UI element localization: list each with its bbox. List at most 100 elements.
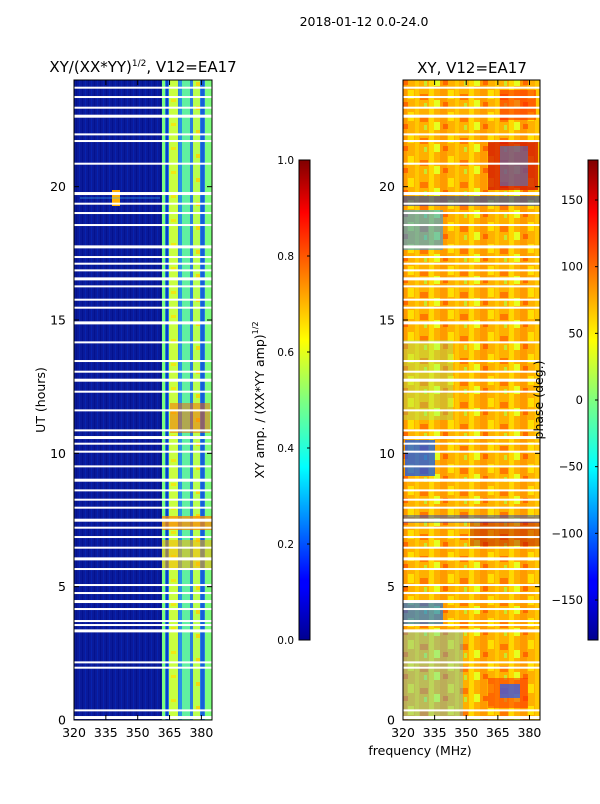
- phase-flag-row: [403, 450, 540, 453]
- amplitude-flag-row: [74, 620, 212, 623]
- phase-flag-row: [403, 557, 540, 561]
- phase-region: [403, 600, 443, 624]
- amplitude-x-tick-label: 350: [126, 725, 150, 740]
- amplitude-flag-row: [74, 245, 212, 249]
- amplitude-flag-row: [74, 285, 212, 288]
- amplitude-colorbar-tick-label: 0.0: [277, 635, 294, 647]
- amplitude-flag-row: [74, 224, 212, 227]
- phase-region: [403, 630, 463, 720]
- amplitude-colorbar-tick-label: 0.8: [277, 251, 294, 263]
- amplitude-flag-row: [74, 96, 212, 99]
- phase-flag-row: [403, 584, 540, 587]
- amplitude-flag-row: [74, 666, 212, 669]
- phase-flag-row: [403, 96, 540, 99]
- phase-x-tick-label: 350: [454, 725, 478, 740]
- amplitude-y-tick-label: 20: [50, 179, 66, 194]
- phase-flag-row: [403, 546, 540, 549]
- phase-flag-row: [403, 442, 540, 445]
- phase-region: [488, 140, 538, 190]
- amplitude-x-tick-label: 380: [189, 725, 213, 740]
- amplitude-y-tick-label: 15: [50, 313, 66, 328]
- phase-flag-row: [403, 489, 540, 492]
- amplitude-flag-row: [74, 568, 212, 571]
- amplitude-panel-title: XY/(XX*YY)1/2, V12=EA17: [49, 58, 236, 76]
- phase-flag-row: [403, 378, 540, 382]
- amplitude-flag-row: [74, 133, 212, 136]
- amplitude-flag-row: [74, 661, 212, 664]
- amplitude-flag-row: [74, 370, 212, 373]
- phase-flag-row: [403, 269, 540, 272]
- phase-x-ticks: 320 335 350 365 380: [391, 80, 541, 740]
- phase-panel: XY, V12=EA17 320 335 350 365 380 0 5 10 15 20: [379, 59, 541, 740]
- phase-flag-row: [403, 133, 540, 136]
- amplitude-flag-row: [74, 600, 212, 604]
- phase-flag-row: [403, 608, 540, 611]
- phase-y-tick-label: 15: [379, 313, 395, 328]
- phase-flag-row: [403, 285, 540, 288]
- phase-colorbar-label: phase (deg.): [531, 361, 546, 440]
- amplitude-flag-row: [74, 498, 212, 501]
- phase-flag-row: [403, 256, 540, 259]
- phase-flag-row: [403, 629, 540, 633]
- phase-flag-row: [403, 212, 540, 215]
- phase-region: [500, 684, 520, 698]
- amplitude-flag-row: [74, 162, 212, 165]
- phase-flag-row: [403, 360, 540, 363]
- amplitude-flag-row: [74, 306, 212, 309]
- phase-region: [500, 146, 528, 186]
- amplitude-flag-row: [74, 629, 212, 633]
- phase-flag-row: [403, 192, 540, 196]
- phase-flag-row: [403, 498, 540, 501]
- amplitude-flag-row: [74, 114, 212, 118]
- amplitude-colorbar: 0.0 0.2 0.4 0.6 0.8 1.0 XY amp. / (XX*YY amp)…: [251, 155, 311, 647]
- amplitude-flag-row: [74, 378, 212, 382]
- amplitude-flag-rows: [74, 86, 212, 720]
- amplitude-flag-row: [74, 212, 212, 215]
- phase-flag-row: [403, 526, 540, 529]
- amplitude-x-tick-label: 320: [62, 725, 86, 740]
- amplitude-flag-row: [74, 536, 212, 539]
- phase-flag-row: [403, 341, 540, 344]
- amplitude-flag-row: [74, 262, 212, 265]
- amplitude-flag-row: [74, 106, 212, 109]
- amplitude-flag-row: [74, 409, 212, 412]
- amplitude-flag-row: [74, 277, 212, 281]
- amplitude-hotspot: [170, 403, 210, 433]
- amplitude-panel: XY/(XX*YY)1/2, V12=EA17 320 335 350 365 380 …: [33, 58, 237, 740]
- amplitude-flag-row: [74, 256, 212, 259]
- amplitude-flag-row: [74, 269, 212, 272]
- phase-flag-row: [403, 390, 540, 393]
- phase-colorbar-tick-label: 0: [576, 393, 583, 407]
- phase-x-tick-label: 365: [486, 725, 510, 740]
- phase-region: [470, 520, 540, 546]
- amplitude-flag-row: [74, 202, 212, 205]
- amplitude-flag-row: [74, 489, 212, 492]
- phase-region: [405, 440, 435, 476]
- amplitude-x-tick-label: 365: [158, 725, 182, 740]
- amplitude-flag-row: [74, 716, 212, 720]
- phase-flag-row: [403, 436, 540, 440]
- phase-colorbar-tick-label: 150: [561, 193, 583, 207]
- amplitude-flag-row: [74, 341, 212, 344]
- phase-flag-row: [403, 224, 540, 227]
- phase-flag-row: [403, 620, 540, 623]
- amplitude-flag-row: [74, 192, 212, 196]
- phase-flag-row: [403, 370, 540, 373]
- amplitude-flag-row: [74, 709, 212, 712]
- phase-flag-row: [403, 518, 540, 522]
- amplitude-flag-row: [74, 518, 212, 522]
- x-axis-label: frequency (MHz): [368, 743, 471, 758]
- amplitude-flag-row: [74, 450, 212, 453]
- amplitude-flag-row: [74, 298, 212, 301]
- phase-flag-row: [403, 86, 540, 89]
- amplitude-flag-row: [74, 360, 212, 363]
- phase-flag-row: [403, 465, 540, 468]
- phase-flag-row: [403, 592, 540, 595]
- phase-y-ticks: 0 5 10 15 20: [379, 179, 540, 728]
- amplitude-flag-row: [74, 624, 212, 627]
- phase-flag-row: [403, 536, 540, 539]
- amplitude-flag-row: [74, 442, 212, 445]
- amplitude-x-ticks: 320 335 350 365 380: [62, 80, 213, 740]
- amplitude-y-tick-label: 10: [50, 446, 66, 461]
